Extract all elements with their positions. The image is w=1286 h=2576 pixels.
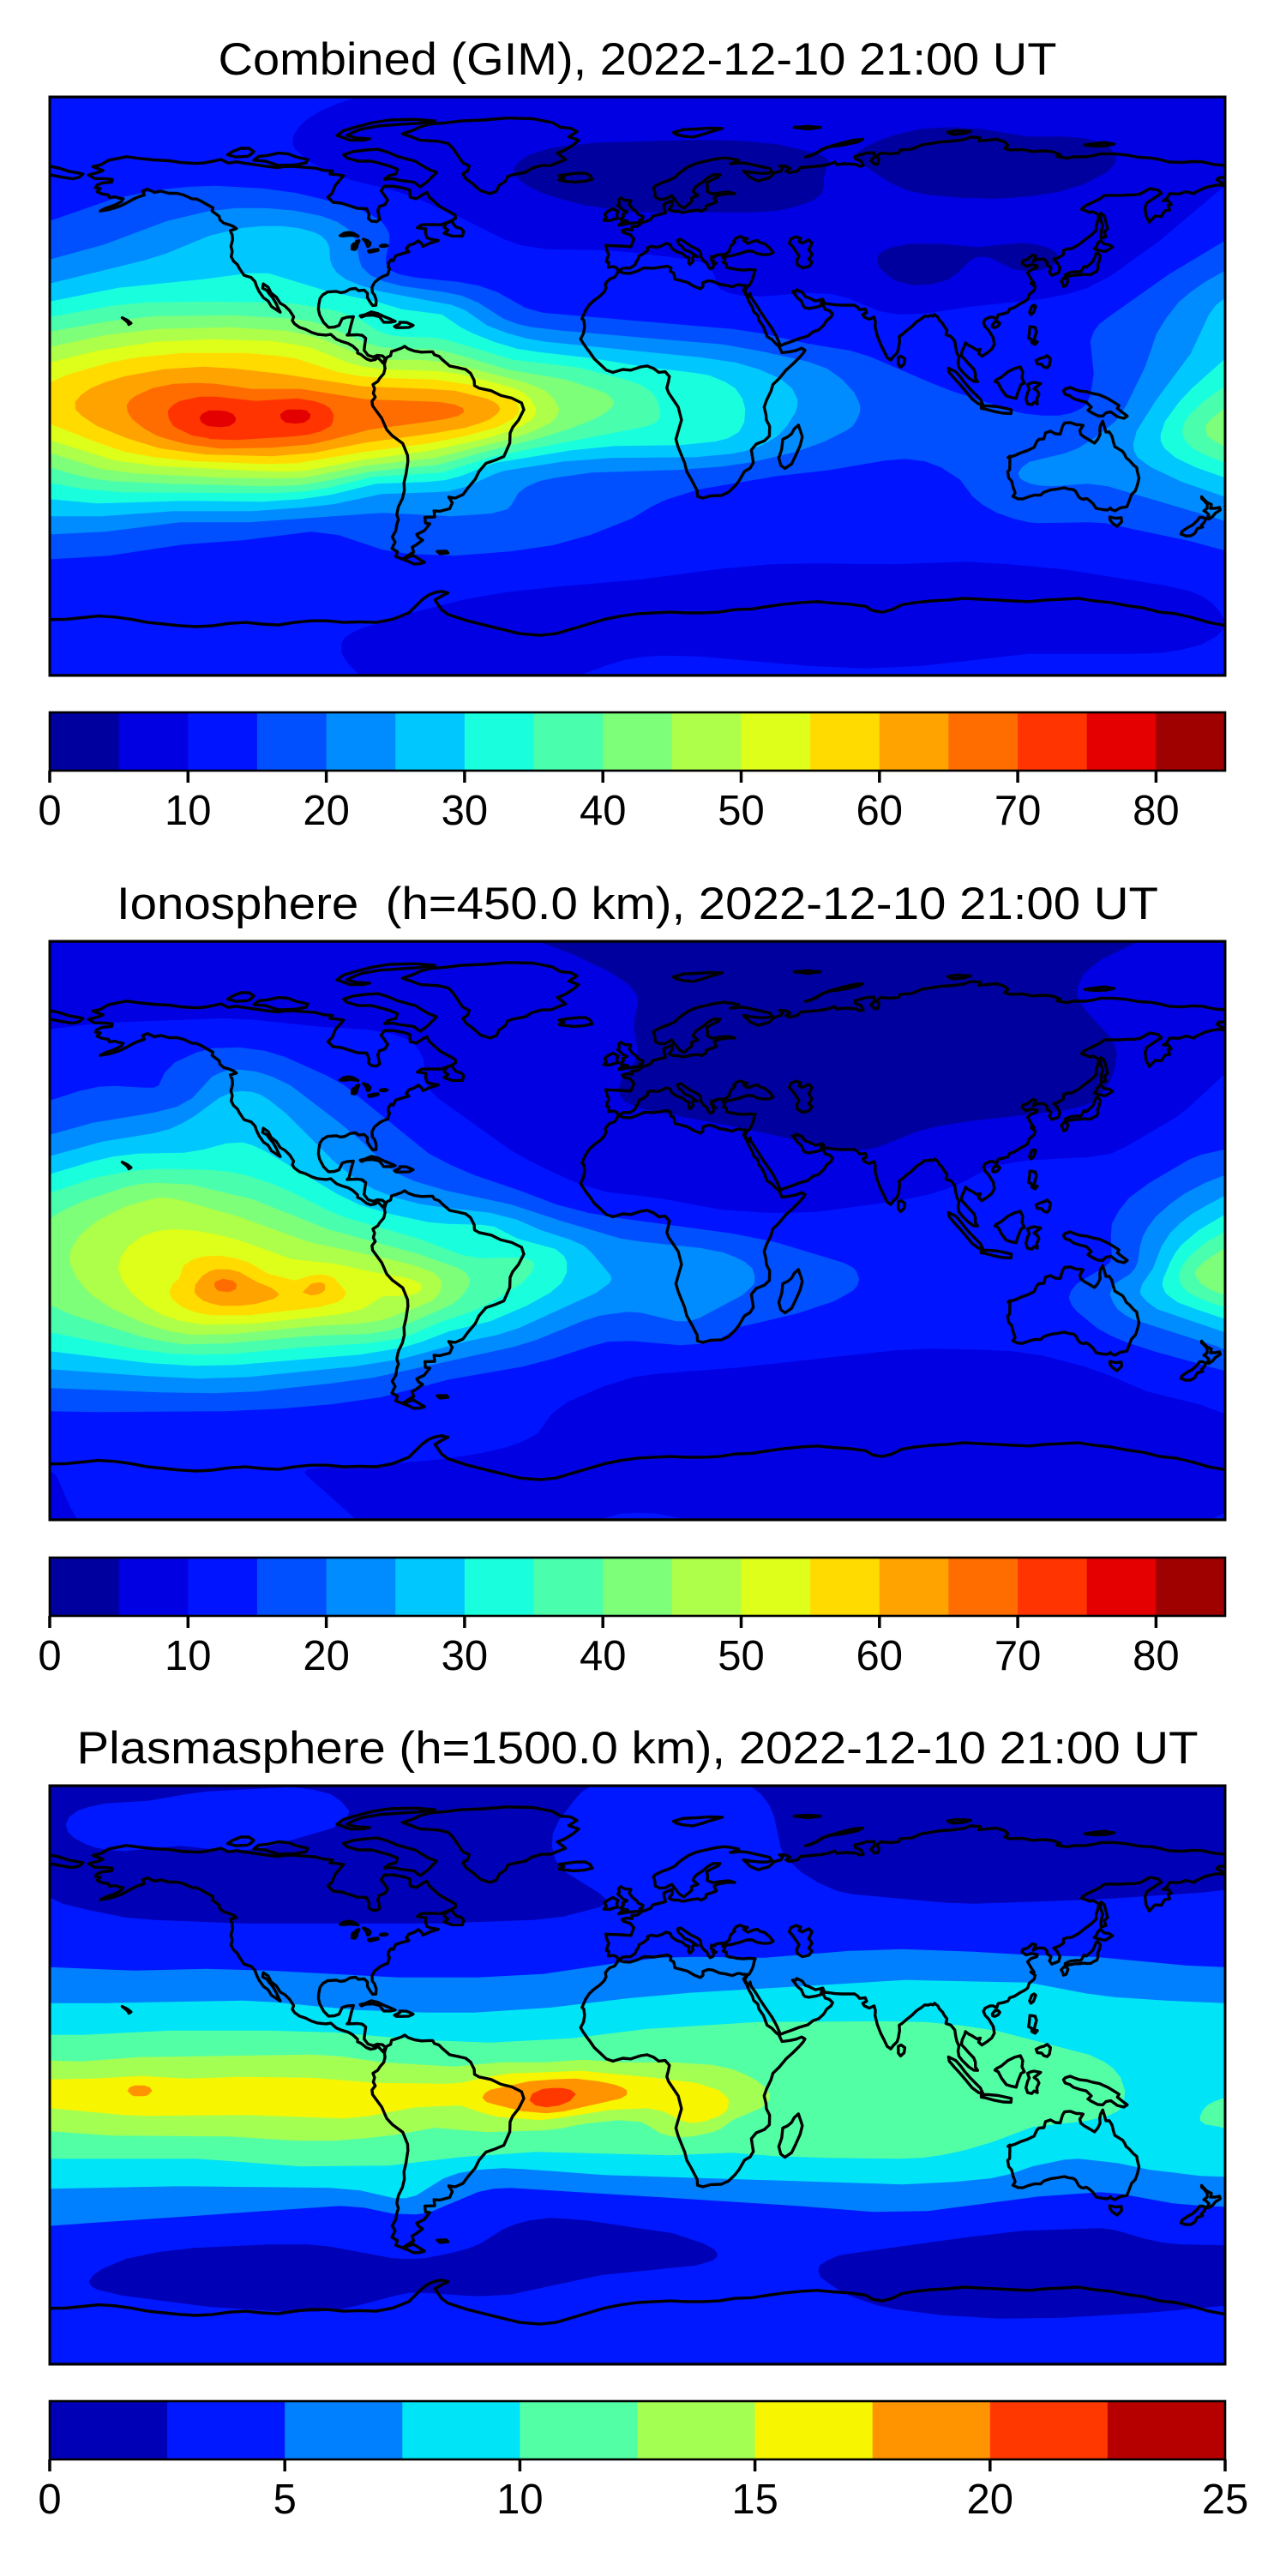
- svg-text:5: 5: [273, 2477, 297, 2523]
- svg-text:0: 0: [38, 2477, 61, 2523]
- svg-text:30: 30: [442, 1633, 489, 1679]
- svg-text:20: 20: [303, 1633, 350, 1679]
- svg-text:20: 20: [303, 788, 350, 834]
- svg-text:60: 60: [856, 1633, 904, 1679]
- svg-text:40: 40: [580, 1633, 627, 1679]
- svg-text:30: 30: [442, 788, 489, 834]
- svg-text:20: 20: [967, 2477, 1014, 2523]
- svg-text:0: 0: [38, 1633, 61, 1679]
- svg-text:70: 70: [995, 788, 1042, 834]
- svg-text:Plasmasphere (h=1500.0 km), 20: Plasmasphere (h=1500.0 km), 2022-12-10 2…: [77, 1723, 1199, 1774]
- svg-text:15: 15: [731, 2477, 778, 2523]
- svg-text:80: 80: [1133, 788, 1180, 834]
- svg-text:70: 70: [995, 1633, 1042, 1679]
- svg-text:60: 60: [856, 788, 904, 834]
- svg-text:10: 10: [165, 788, 212, 834]
- svg-text:10: 10: [165, 1633, 212, 1679]
- svg-text:80: 80: [1133, 1633, 1180, 1679]
- svg-text:0: 0: [38, 788, 61, 834]
- svg-text:10: 10: [496, 2477, 544, 2523]
- svg-text:Combined (GIM), 2022-12-10 21:: Combined (GIM), 2022-12-10 21:00 UT: [219, 34, 1057, 85]
- svg-text:Ionosphere (h=450.0 km), 2022: Ionosphere (h=450.0 km), 2022-12-10 21:0…: [117, 879, 1158, 929]
- svg-text:50: 50: [718, 1633, 765, 1679]
- svg-text:25: 25: [1202, 2477, 1249, 2523]
- svg-text:50: 50: [718, 788, 765, 834]
- svg-text:40: 40: [580, 788, 627, 834]
